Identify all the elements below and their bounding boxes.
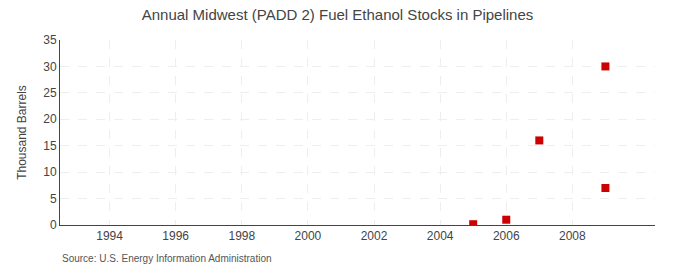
svg-text:25: 25 xyxy=(43,86,57,100)
svg-text:Source: U.S. Energy Informatio: Source: U.S. Energy Information Administ… xyxy=(62,253,272,264)
svg-text:15: 15 xyxy=(43,139,57,153)
svg-text:0: 0 xyxy=(50,218,57,232)
svg-text:2004: 2004 xyxy=(427,229,454,243)
svg-text:2006: 2006 xyxy=(493,229,520,243)
svg-text:30: 30 xyxy=(43,60,57,74)
svg-text:2000: 2000 xyxy=(295,229,322,243)
svg-text:2002: 2002 xyxy=(361,229,388,243)
svg-text:Annual Midwest (PADD 2) Fuel E: Annual Midwest (PADD 2) Fuel Ethanol Sto… xyxy=(142,6,534,23)
svg-text:2008: 2008 xyxy=(559,229,586,243)
svg-text:20: 20 xyxy=(43,112,57,126)
svg-text:35: 35 xyxy=(43,33,57,47)
svg-text:Thousand Barrels: Thousand Barrels xyxy=(15,85,29,180)
svg-text:10: 10 xyxy=(43,165,57,179)
svg-text:1994: 1994 xyxy=(96,229,123,243)
svg-text:5: 5 xyxy=(50,192,57,206)
svg-text:1996: 1996 xyxy=(162,229,189,243)
svg-text:1998: 1998 xyxy=(228,229,255,243)
